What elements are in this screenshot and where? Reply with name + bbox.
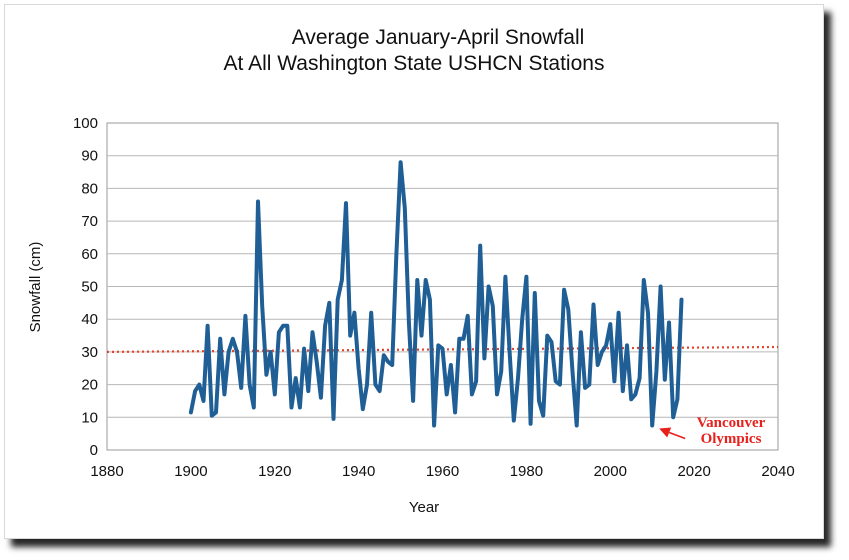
y-tick-label: 90 — [81, 148, 98, 165]
y-tick-label: 40 — [81, 311, 98, 328]
snowfall-series-line — [188, 160, 684, 428]
y-tick-label: 100 — [73, 115, 98, 132]
x-tick-label: 2000 — [594, 463, 627, 480]
y-tick-label: 20 — [81, 377, 98, 394]
annotation-arrow-head — [659, 427, 672, 438]
y-tick-label: 10 — [81, 409, 98, 426]
chart-title-line1: Average January-April Snowfall — [292, 26, 585, 49]
y-tick-label: 0 — [90, 442, 98, 459]
x-tick-label: 1920 — [258, 463, 291, 480]
annotation-line2: Olympics — [701, 431, 762, 447]
x-tick-labels: 1880 1900 1920 1940 1960 1980 2000 2020 2040 — [90, 463, 794, 480]
chart-title-line2: At All Washington State USHCN Stations — [224, 52, 605, 75]
x-tick-label: 1940 — [342, 463, 375, 480]
y-tick-label: 70 — [81, 213, 98, 230]
y-tick-labels: 0 10 20 30 40 50 60 70 80 90 100 — [73, 115, 98, 459]
x-axis-label: Year — [409, 499, 439, 516]
x-tick-label: 2040 — [761, 463, 794, 480]
x-tick-label: 1880 — [90, 463, 123, 480]
x-tick-label: 2020 — [677, 463, 710, 480]
x-tick-label: 1980 — [510, 463, 543, 480]
x-tick-label: 1900 — [174, 463, 207, 480]
x-tick-label: 1960 — [426, 463, 459, 480]
y-axis-label: Snowfall (cm) — [27, 242, 44, 333]
y-tick-label: 60 — [81, 246, 98, 263]
annotation-arrow-shaft — [668, 431, 686, 440]
y-tick-label: 80 — [81, 180, 98, 197]
annotation-line1: Vancouver — [697, 415, 766, 431]
vancouver-olympics-annotation: Vancouver Olympics — [659, 415, 766, 447]
y-tick-label: 50 — [81, 279, 98, 296]
y-tick-label: 30 — [81, 344, 98, 361]
